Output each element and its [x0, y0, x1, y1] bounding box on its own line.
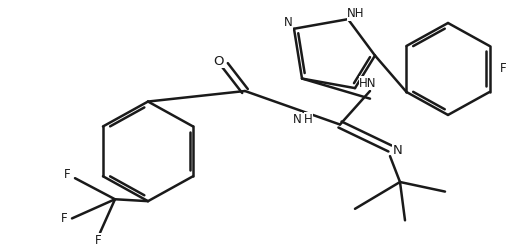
Text: F: F — [95, 234, 101, 246]
Text: HN: HN — [359, 77, 377, 90]
Text: NH: NH — [347, 7, 365, 20]
Text: O: O — [214, 55, 224, 68]
Text: F: F — [500, 62, 507, 76]
Text: F: F — [61, 212, 67, 225]
Text: N: N — [284, 16, 292, 30]
Text: N: N — [393, 144, 403, 157]
Text: H: H — [304, 113, 313, 126]
Text: F: F — [64, 168, 70, 181]
Text: N: N — [293, 113, 302, 126]
